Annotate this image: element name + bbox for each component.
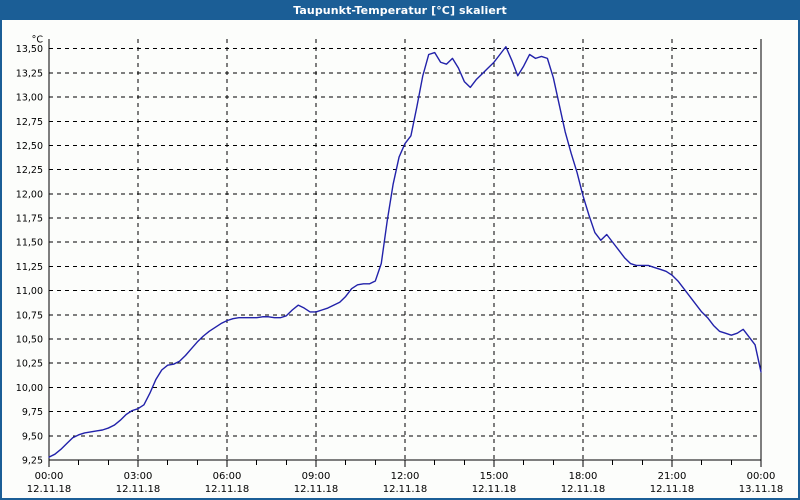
y-axis-tick-label: 12,50 — [16, 141, 43, 152]
data-series-group — [48, 46, 762, 458]
x-axis-tick-date: 12.11.18 — [116, 484, 161, 495]
x-axis-tick-date: 12.11.18 — [561, 484, 606, 495]
y-axis-tick-label: 9,25 — [22, 456, 43, 467]
chart-plot-svg: 13,50 13,25 13,00 12,75 12,50 12,25 12,00 11,75… — [2, 20, 798, 498]
axis-ticks — [48, 460, 762, 467]
x-axis-tick-time: 00:00 — [35, 471, 64, 482]
x-axis-tick-time: 06:00 — [213, 471, 242, 482]
x-axis-tick-time: 03:00 — [124, 471, 153, 482]
y-axis-tick-label: 11,75 — [16, 214, 43, 225]
x-axis-tick-time: 18:00 — [569, 471, 598, 482]
y-axis-tick-label: 9,75 — [22, 407, 43, 418]
x-axis-tick-time: 21:00 — [658, 471, 687, 482]
x-axis-tick-date: 12.11.18 — [27, 484, 72, 495]
x-axis-tick-date: 12.11.18 — [205, 484, 250, 495]
y-axis-tick-label: 11,50 — [16, 238, 43, 249]
x-axis-tick-time: 00:00 — [747, 471, 776, 482]
y-axis-unit-label: °C — [32, 35, 44, 46]
x-axis-tick-date: 13.11.18 — [739, 484, 784, 495]
y-axis-tick-label: 10,25 — [16, 359, 43, 370]
x-axis-labels: 00:00 12.11.18 03:00 12.11.18 06:00 12.11.18 0… — [27, 471, 784, 495]
x-axis-tick-date: 12.11.18 — [294, 484, 339, 495]
y-axis-tick-label: 13,50 — [16, 44, 43, 55]
x-axis-tick-time: 15:00 — [480, 471, 509, 482]
x-axis-tick-date: 12.11.18 — [472, 484, 517, 495]
plot-background — [2, 20, 798, 498]
x-axis-tick-time: 12:00 — [391, 471, 420, 482]
y-axis-tick-label: 10,00 — [16, 383, 43, 394]
y-axis-tick-label: 12,25 — [16, 165, 43, 176]
y-axis-tick-label: 12,75 — [16, 117, 43, 128]
y-axis-tick-label: 9,50 — [22, 431, 43, 442]
y-axis-tick-label: 13,25 — [16, 68, 43, 79]
y-axis-tick-label: 11,25 — [16, 262, 43, 273]
y-axis-unit-text: °C — [32, 35, 44, 46]
x-axis-tick-date: 12.11.18 — [383, 484, 428, 495]
y-axis-tick-label: 13,00 — [16, 93, 43, 104]
y-axis-labels: 13,50 13,25 13,00 12,75 12,50 12,25 12,00 11,75… — [16, 44, 43, 466]
window-titlebar: Taupunkt-Temperatur [°C] skaliert — [2, 2, 798, 20]
chart-canvas: 13,50 13,25 13,00 12,75 12,50 12,25 12,00 11,75… — [2, 20, 798, 498]
y-axis-tick-label: 10,75 — [16, 310, 43, 321]
y-axis-tick-label: 10,50 — [16, 335, 43, 346]
x-axis-tick-time: 09:00 — [302, 471, 331, 482]
data-line-taupunkt — [48, 46, 762, 458]
y-axis-tick-label: 12,00 — [16, 189, 43, 200]
x-axis-tick-date: 12.11.18 — [650, 484, 695, 495]
y-axis-tick-label: 11,00 — [16, 286, 43, 297]
vertical-gridlines — [137, 39, 673, 460]
